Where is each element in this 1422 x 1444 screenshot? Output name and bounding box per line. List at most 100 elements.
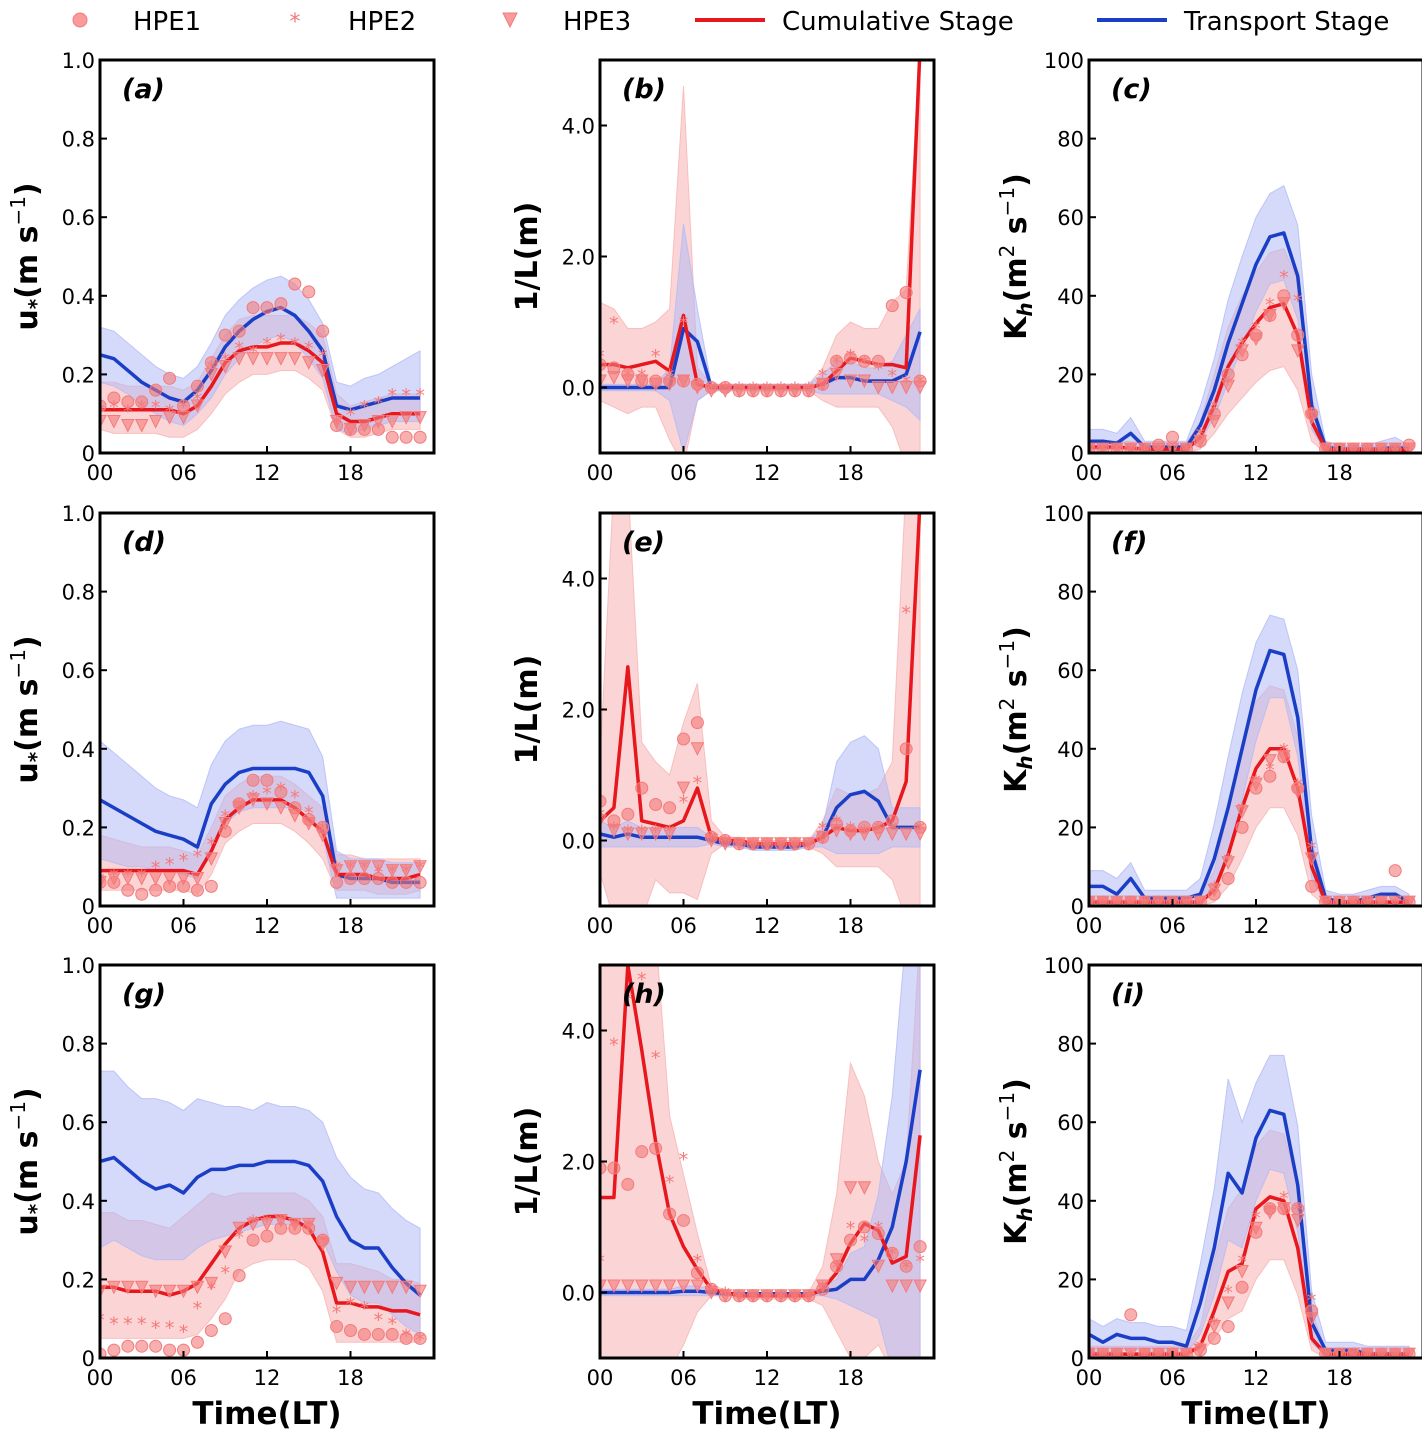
hpe2-point: * <box>888 365 898 387</box>
hpe3-point <box>1318 442 1333 453</box>
x-tick-label: 06 <box>170 914 197 938</box>
hpe1-point <box>399 1331 413 1345</box>
y-tick-label: 60 <box>1057 1111 1084 1135</box>
hpe3-point <box>843 374 858 389</box>
hpe3-point <box>1388 442 1402 453</box>
transport-band <box>1089 1054 1410 1357</box>
hpe2-point: * <box>234 338 244 360</box>
hpe3-point <box>288 352 302 366</box>
hpe2-point: * <box>651 1048 661 1070</box>
plot-area: ************************ <box>600 513 927 906</box>
x-tick-label: 06 <box>670 914 697 938</box>
hpe1-point <box>218 328 232 342</box>
hpe1-point <box>399 430 413 444</box>
hpe1-point <box>246 773 260 787</box>
hpe3-point <box>662 1279 677 1294</box>
hpe3-point <box>1263 308 1277 323</box>
hpe1-point <box>1124 1308 1138 1322</box>
hpe1-point <box>288 277 302 291</box>
plot-area: ************************ <box>1089 614 1416 906</box>
hpe3-point <box>218 360 233 374</box>
hpe3-point <box>190 399 205 413</box>
hpe3-point <box>843 1181 858 1195</box>
panel: ************************ 00 06 12 18 0 0.2 0.4 0… <box>6 502 436 938</box>
y-tick-label: 80 <box>1057 1033 1084 1057</box>
y-tick-label: 0.8 <box>62 128 95 152</box>
legend-label: Cumulative Stage <box>782 7 1014 37</box>
y-tick-label: 0 <box>1071 895 1084 919</box>
hpe3-point <box>788 837 802 851</box>
x-tick-label: 12 <box>1243 1366 1270 1390</box>
hpe2-point: * <box>818 818 828 840</box>
hpe1-point <box>649 1141 663 1155</box>
hpe3-point <box>648 827 663 842</box>
hpe3-point <box>662 827 677 842</box>
hpe3-point <box>357 860 372 874</box>
hpe1-point <box>899 742 913 756</box>
hpe2-point: * <box>1265 295 1275 317</box>
y-tick-label: 0.8 <box>62 581 95 605</box>
hpe2-point: * <box>637 969 647 991</box>
hpe1-point <box>663 1207 677 1221</box>
hpe2-point: * <box>1293 1200 1303 1222</box>
hpe3-point <box>913 827 927 842</box>
hpe2-point: * <box>665 1172 675 1194</box>
hpe1-point <box>135 1339 149 1353</box>
hpe3-point <box>1249 777 1263 792</box>
y-tick-label: 20 <box>1057 1268 1084 1292</box>
hpe3-point <box>676 781 691 796</box>
hpe2-point: * <box>207 834 217 856</box>
hpe1-point <box>357 1327 371 1341</box>
hpe3-point <box>162 871 177 886</box>
hpe3-point <box>1123 1347 1138 1358</box>
plot-area: ************************ <box>1089 185 1416 453</box>
hpe3-point <box>134 1280 149 1295</box>
hpe1-point <box>1263 769 1277 783</box>
hpe2-point: * <box>318 346 328 368</box>
hpe3-point <box>1290 344 1305 358</box>
y-tick-label: 0.6 <box>62 1111 95 1135</box>
hpe3-point <box>1277 1202 1291 1216</box>
hpe3-point <box>774 384 788 398</box>
hpe2-point: * <box>304 803 314 825</box>
hpe3-point <box>1374 895 1389 906</box>
x-tick-label: 06 <box>1159 914 1186 938</box>
transport-band <box>1089 185 1410 452</box>
y-tick-label: 0 <box>82 895 95 919</box>
hpe3-point <box>315 363 330 378</box>
hpe3-point <box>662 377 677 392</box>
hpe3-point <box>718 837 733 851</box>
plot-area: ************************ <box>600 60 927 453</box>
hpe2-point: * <box>595 1251 605 1273</box>
hpe3-point <box>704 384 719 398</box>
hpe3-point <box>399 864 413 878</box>
hpe3-point <box>1137 442 1152 453</box>
hpe1-point <box>190 379 204 393</box>
y-tick-label: 100 <box>1044 954 1084 978</box>
panel: ************************ 00 06 12 18 0.0 2.0 4.… <box>510 963 936 1432</box>
hpe3-point <box>162 411 177 425</box>
hpe1-point <box>135 887 149 901</box>
hpe3-point <box>204 367 219 382</box>
panel-label: (i) <box>1111 979 1145 1010</box>
y-tick-label: 0 <box>1071 442 1084 466</box>
hpe3-point <box>343 1280 358 1295</box>
plot-area: ************************ <box>1089 1054 1416 1358</box>
panel-label: (e) <box>622 527 665 558</box>
panel-label: (h) <box>622 979 666 1010</box>
legend-label: HPE2 <box>348 7 416 37</box>
hpe3-point <box>385 864 400 878</box>
x-tick-label: 12 <box>254 914 281 938</box>
hpe2-point: * <box>290 787 300 809</box>
hpe1-point <box>857 354 871 368</box>
x-tick-label: 12 <box>754 461 781 485</box>
hpe3-point <box>1249 1221 1263 1236</box>
hpe3-point <box>1235 805 1249 819</box>
hpe2-point: * <box>860 352 870 374</box>
y-tick-label: 0.0 <box>562 377 595 401</box>
hpe3-point <box>301 356 316 370</box>
x-axis-label: Time(LT) <box>1181 1396 1330 1432</box>
x-tick-label: 06 <box>1159 1366 1186 1390</box>
hpe3-point <box>913 1279 927 1294</box>
hpe3-point <box>1388 895 1402 906</box>
